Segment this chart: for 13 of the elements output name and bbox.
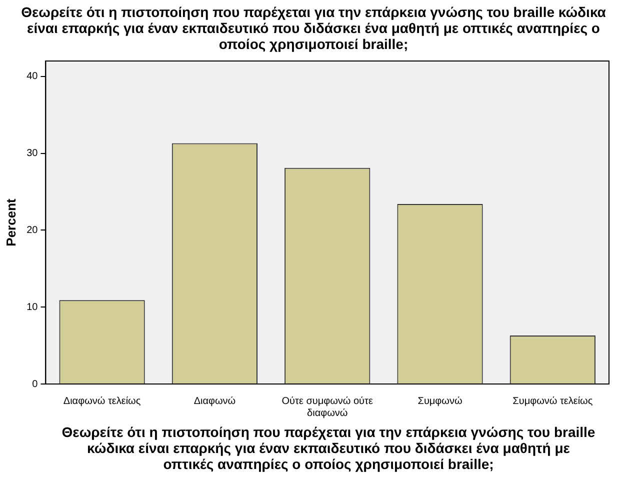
x-tick-label: Διαφωνώ τελείως [63,396,141,407]
x-tick-label: Ούτε συμφωνώ ούτε διαφωνώ [282,396,374,419]
chart-title: Θεωρείτε ότι η πιστοποίηση που παρέχεται για την επάρκεια γνώσης του braille κώδικα είναι επαρκής για έναν εκπαιδευτικό που διδάσκει ένα μαθητή με οπτικές αναπηρίες ο οποίος χρησιμοποιεί braille; [20,3,607,52]
x-tick-label: Συμφωνώ τελείως [512,396,593,407]
x-axis-title: Θεωρείτε ότι η πιστοποίηση που παρέχεται για την επάρκεια γνώσης του braille κώδικα είναι επαρκής για έναν εκπαιδευτικό που διδάσκει ένα μαθητή με οπτικές αναπηρίες ο οποίος χρησιμοποιεί braille; [60,423,596,472]
y-tick-label: 10 [26,302,38,313]
y-tick-label: 0 [32,378,38,390]
y-tick-label: 20 [26,224,38,236]
x-tick-label: Διαφωνώ [194,396,236,407]
y-tick-label: 40 [26,71,38,82]
y-tick-label: 30 [26,148,38,160]
x-tick-label: Συμφωνώ [418,396,462,407]
y-axis-title: Percent [3,198,18,246]
